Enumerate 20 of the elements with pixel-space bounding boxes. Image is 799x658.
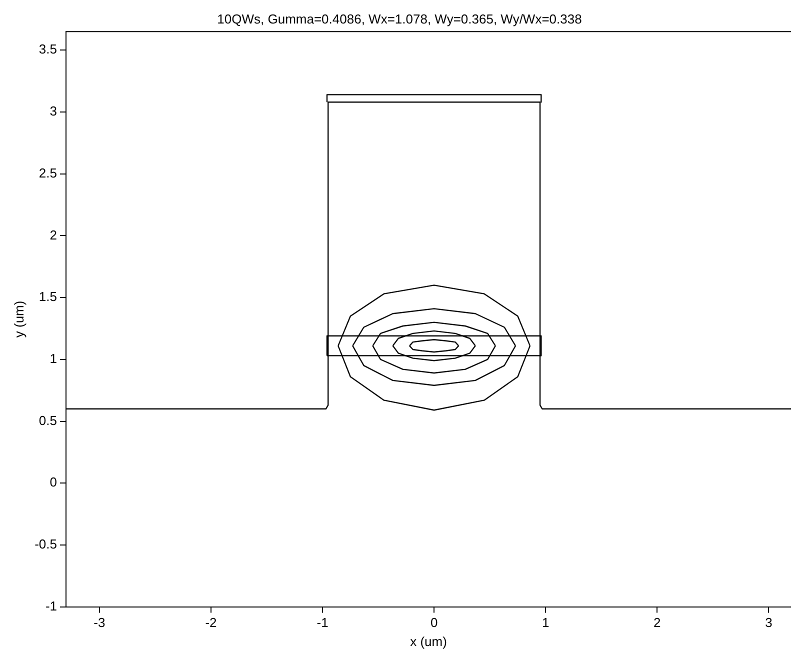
y-tick-label: 3	[50, 104, 57, 119]
y-tick-label: 1	[50, 350, 57, 366]
x-tick-label: 0	[430, 615, 438, 630]
y-tick-label: 1.5	[38, 289, 57, 304]
y-tick-label: -1	[45, 598, 57, 614]
x-tick-label: 2	[654, 615, 661, 630]
x-tick-label: -3	[94, 615, 106, 630]
x-tick-label: 1	[542, 615, 550, 630]
y-tick-label: 0	[50, 474, 57, 490]
x-axis-title: x (um)	[410, 634, 447, 649]
x-tick-label: -1	[316, 615, 328, 630]
chart-title: 10QWs, Gumma=0.4086, Wx=1.078, Wy=0.365, Wy/Wx=0.338	[217, 11, 582, 26]
y-axis-title: y (um)	[11, 300, 26, 338]
y-tick-label: 2	[50, 227, 57, 242]
y-tick-label: 0.5	[38, 412, 57, 428]
y-tick-label: -0.5	[34, 536, 57, 552]
x-tick-label: -2	[205, 615, 217, 630]
y-tick-label: 3.5	[38, 42, 57, 57]
x-tick-label: 3	[765, 615, 772, 630]
y-tick-label: 2.5	[38, 165, 57, 180]
